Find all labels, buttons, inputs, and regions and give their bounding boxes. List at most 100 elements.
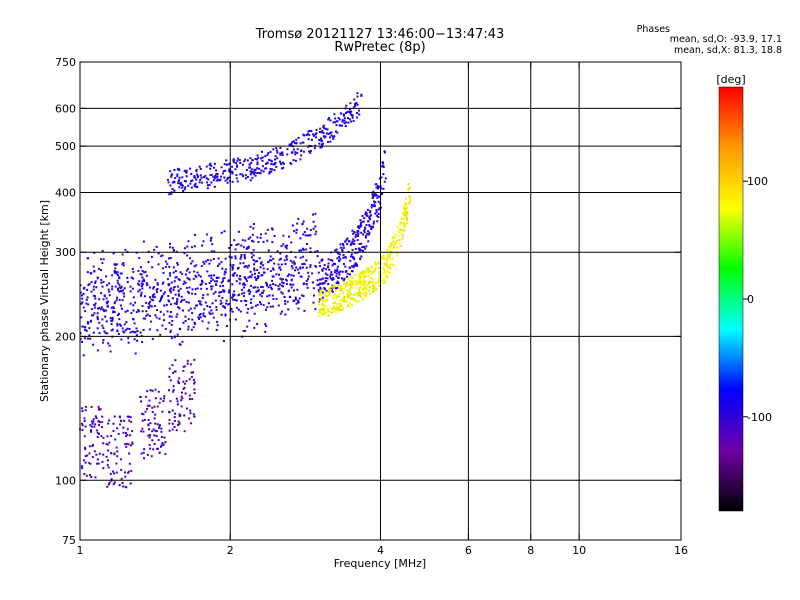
- echo-point: [330, 307, 333, 310]
- echo-point: [216, 320, 219, 323]
- echo-point: [171, 428, 174, 431]
- echo-point: [126, 281, 129, 284]
- echo-point: [92, 294, 95, 297]
- echo-point: [194, 293, 197, 296]
- echo-point: [380, 187, 383, 190]
- echo-point: [231, 310, 234, 313]
- echo-point: [179, 343, 182, 346]
- echo-point: [215, 328, 218, 331]
- echo-point: [361, 272, 364, 275]
- echo-point: [392, 240, 395, 243]
- echo-point: [108, 419, 111, 422]
- echo-point: [247, 276, 250, 279]
- echo-point: [199, 174, 202, 177]
- echo-point: [372, 290, 375, 293]
- echo-point: [189, 307, 192, 310]
- echo-point: [239, 173, 242, 176]
- echo-point: [147, 250, 150, 253]
- echo-point: [392, 258, 395, 261]
- echo-point: [332, 137, 335, 140]
- echo-point: [361, 270, 364, 273]
- echo-point: [119, 458, 122, 461]
- echo-point: [115, 272, 118, 275]
- echo-point: [349, 259, 352, 262]
- echo-point: [148, 436, 151, 439]
- echo-point: [337, 281, 340, 284]
- echo-point: [148, 404, 151, 407]
- echo-point: [267, 261, 270, 264]
- echo-point: [183, 414, 186, 417]
- echo-point: [166, 178, 169, 181]
- echo-point: [124, 475, 127, 478]
- echo-point: [169, 257, 172, 260]
- echo-point: [361, 288, 364, 291]
- echo-point: [336, 131, 339, 134]
- echo-point: [234, 257, 237, 260]
- echo-point: [398, 231, 401, 234]
- echo-point: [117, 289, 120, 292]
- echo-point: [297, 271, 300, 274]
- echo-point: [170, 315, 173, 318]
- echo-point: [296, 148, 299, 151]
- echo-point: [277, 273, 280, 276]
- echo-point: [282, 166, 285, 169]
- echo-point: [367, 230, 370, 233]
- echo-point: [175, 429, 178, 432]
- echo-point: [189, 409, 192, 412]
- echo-point: [345, 238, 348, 241]
- echo-point: [155, 291, 158, 294]
- echo-point: [357, 247, 360, 250]
- echo-point: [349, 291, 352, 294]
- echo-point: [176, 400, 179, 403]
- echo-point: [228, 247, 231, 250]
- echo-point: [198, 181, 201, 184]
- echo-point: [332, 278, 335, 281]
- echo-point: [98, 298, 101, 301]
- echo-point: [134, 301, 137, 304]
- echo-point: [408, 200, 411, 203]
- echo-point: [83, 420, 86, 423]
- echo-point: [313, 294, 316, 297]
- echo-point: [127, 470, 130, 473]
- echo-point: [164, 260, 167, 263]
- echo-point: [294, 159, 297, 162]
- echo-point: [215, 179, 218, 182]
- echo-point: [113, 415, 116, 418]
- echo-point: [175, 276, 178, 279]
- echo-point: [269, 255, 272, 258]
- echo-point: [232, 264, 235, 267]
- echo-point: [342, 114, 345, 117]
- echo-point: [183, 430, 186, 433]
- echo-point: [168, 322, 171, 325]
- echo-point: [206, 305, 209, 308]
- echo-point: [179, 300, 182, 303]
- echo-point: [375, 282, 378, 285]
- echo-point: [160, 255, 163, 258]
- echo-point: [169, 303, 172, 306]
- echo-point: [243, 294, 246, 297]
- echo-point: [347, 240, 350, 243]
- echo-point: [339, 246, 342, 249]
- echo-point: [397, 235, 400, 238]
- echo-point: [154, 397, 157, 400]
- echo-point: [287, 308, 290, 311]
- echo-point: [145, 314, 148, 317]
- echo-point: [151, 411, 154, 414]
- echo-point: [332, 310, 335, 313]
- echo-point: [287, 235, 290, 238]
- echo-point: [266, 295, 269, 298]
- echo-point: [171, 181, 174, 184]
- echo-point: [201, 244, 204, 247]
- echo-point: [102, 467, 105, 470]
- echo-point: [222, 289, 225, 292]
- echo-point: [256, 236, 259, 239]
- echo-point: [233, 290, 236, 293]
- echo-point: [196, 271, 199, 274]
- echo-point: [284, 313, 287, 316]
- echo-point: [223, 290, 226, 293]
- echo-point: [183, 280, 186, 283]
- echo-point: [297, 217, 300, 220]
- echo-point: [215, 176, 218, 179]
- echo-point: [378, 277, 381, 280]
- echo-point: [315, 128, 318, 131]
